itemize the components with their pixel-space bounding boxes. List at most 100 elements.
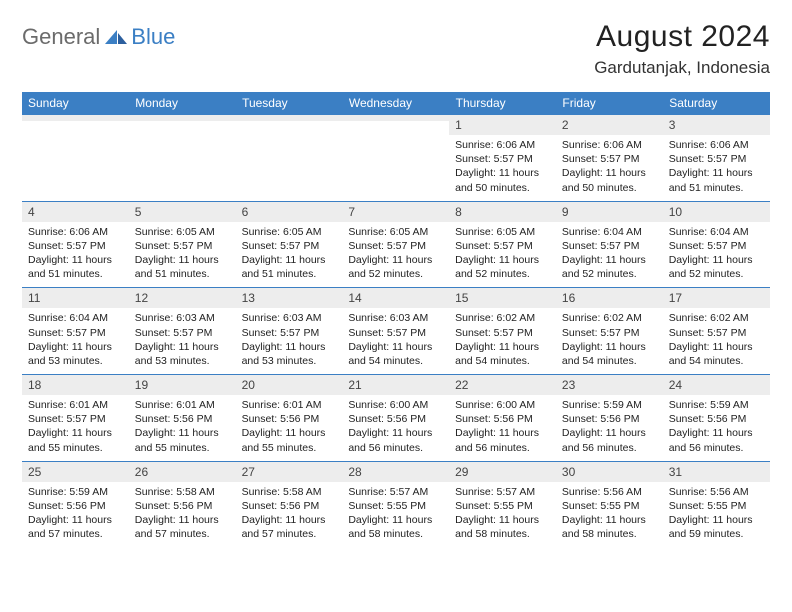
day-number: 2 <box>556 114 663 135</box>
day-number: 20 <box>236 374 343 395</box>
sunset-text: Sunset: 5:57 PM <box>348 326 443 340</box>
sunset-text: Sunset: 5:57 PM <box>28 326 123 340</box>
calendar-day-cell: 11Sunrise: 6:04 AMSunset: 5:57 PMDayligh… <box>22 287 129 374</box>
sunrise-text: Sunrise: 6:00 AM <box>455 398 550 412</box>
title-block: August 2024 Gardutanjak, Indonesia <box>594 20 770 78</box>
day-number: 16 <box>556 287 663 308</box>
day-details: Sunrise: 5:59 AMSunset: 5:56 PMDaylight:… <box>663 395 770 461</box>
calendar-day-cell: 25Sunrise: 5:59 AMSunset: 5:56 PMDayligh… <box>22 461 129 548</box>
calendar-day-cell: 26Sunrise: 5:58 AMSunset: 5:56 PMDayligh… <box>129 461 236 548</box>
day-details: Sunrise: 6:04 AMSunset: 5:57 PMDaylight:… <box>22 308 129 374</box>
brand-part2: Blue <box>131 24 175 50</box>
calendar-week-row: 1Sunrise: 6:06 AMSunset: 5:57 PMDaylight… <box>22 114 770 201</box>
day-number: 6 <box>236 201 343 222</box>
sunset-text: Sunset: 5:56 PM <box>242 499 337 513</box>
calendar-day-cell: 29Sunrise: 5:57 AMSunset: 5:55 PMDayligh… <box>449 461 556 548</box>
day-details <box>22 121 129 179</box>
calendar-day-cell: 4Sunrise: 6:06 AMSunset: 5:57 PMDaylight… <box>22 201 129 288</box>
sunrise-text: Sunrise: 6:03 AM <box>135 311 230 325</box>
sunrise-text: Sunrise: 5:59 AM <box>562 398 657 412</box>
sunrise-text: Sunrise: 5:59 AM <box>669 398 764 412</box>
page-header: General Blue August 2024 Gardutanjak, In… <box>22 20 770 78</box>
day-details: Sunrise: 6:01 AMSunset: 5:57 PMDaylight:… <box>22 395 129 461</box>
day-details <box>236 121 343 179</box>
sunrise-text: Sunrise: 6:02 AM <box>669 311 764 325</box>
day-number: 3 <box>663 114 770 135</box>
brand-sail-icon <box>103 28 129 46</box>
day-number: 19 <box>129 374 236 395</box>
daylight-text: Daylight: 11 hours and 58 minutes. <box>455 513 550 541</box>
day-number: 21 <box>342 374 449 395</box>
day-details: Sunrise: 6:06 AMSunset: 5:57 PMDaylight:… <box>449 135 556 201</box>
sunrise-text: Sunrise: 6:01 AM <box>28 398 123 412</box>
calendar-page: General Blue August 2024 Gardutanjak, In… <box>0 0 792 567</box>
day-details: Sunrise: 6:03 AMSunset: 5:57 PMDaylight:… <box>129 308 236 374</box>
sunrise-text: Sunrise: 6:06 AM <box>28 225 123 239</box>
calendar-day-cell: 12Sunrise: 6:03 AMSunset: 5:57 PMDayligh… <box>129 287 236 374</box>
day-details: Sunrise: 6:03 AMSunset: 5:57 PMDaylight:… <box>236 308 343 374</box>
brand-part1: General <box>22 24 100 50</box>
sunset-text: Sunset: 5:56 PM <box>455 412 550 426</box>
calendar-day-cell <box>22 114 129 201</box>
sunrise-text: Sunrise: 6:02 AM <box>455 311 550 325</box>
sunset-text: Sunset: 5:57 PM <box>242 239 337 253</box>
day-details: Sunrise: 6:06 AMSunset: 5:57 PMDaylight:… <box>663 135 770 201</box>
calendar-day-cell: 2Sunrise: 6:06 AMSunset: 5:57 PMDaylight… <box>556 114 663 201</box>
day-number: 14 <box>342 287 449 308</box>
day-number <box>22 114 129 121</box>
sunset-text: Sunset: 5:57 PM <box>348 239 443 253</box>
sunset-text: Sunset: 5:57 PM <box>242 326 337 340</box>
day-number: 9 <box>556 201 663 222</box>
daylight-text: Daylight: 11 hours and 57 minutes. <box>135 513 230 541</box>
day-number: 17 <box>663 287 770 308</box>
sunset-text: Sunset: 5:55 PM <box>669 499 764 513</box>
sunset-text: Sunset: 5:56 PM <box>669 412 764 426</box>
day-details: Sunrise: 6:02 AMSunset: 5:57 PMDaylight:… <box>663 308 770 374</box>
day-details: Sunrise: 6:03 AMSunset: 5:57 PMDaylight:… <box>342 308 449 374</box>
sunrise-text: Sunrise: 5:56 AM <box>669 485 764 499</box>
calendar-day-cell: 18Sunrise: 6:01 AMSunset: 5:57 PMDayligh… <box>22 374 129 461</box>
day-number: 4 <box>22 201 129 222</box>
sunrise-text: Sunrise: 5:59 AM <box>28 485 123 499</box>
sunset-text: Sunset: 5:57 PM <box>562 326 657 340</box>
sunrise-text: Sunrise: 5:57 AM <box>348 485 443 499</box>
day-details: Sunrise: 5:56 AMSunset: 5:55 PMDaylight:… <box>663 482 770 548</box>
sunrise-text: Sunrise: 6:04 AM <box>562 225 657 239</box>
sunrise-text: Sunrise: 5:58 AM <box>242 485 337 499</box>
day-number <box>129 114 236 121</box>
sunrise-text: Sunrise: 5:57 AM <box>455 485 550 499</box>
calendar-day-cell: 23Sunrise: 5:59 AMSunset: 5:56 PMDayligh… <box>556 374 663 461</box>
calendar-day-cell: 16Sunrise: 6:02 AMSunset: 5:57 PMDayligh… <box>556 287 663 374</box>
day-number: 24 <box>663 374 770 395</box>
sunrise-text: Sunrise: 6:00 AM <box>348 398 443 412</box>
sunrise-text: Sunrise: 6:06 AM <box>455 138 550 152</box>
day-number: 28 <box>342 461 449 482</box>
daylight-text: Daylight: 11 hours and 51 minutes. <box>135 253 230 281</box>
day-details: Sunrise: 5:59 AMSunset: 5:56 PMDaylight:… <box>556 395 663 461</box>
calendar-day-cell: 20Sunrise: 6:01 AMSunset: 5:56 PMDayligh… <box>236 374 343 461</box>
day-details: Sunrise: 6:05 AMSunset: 5:57 PMDaylight:… <box>236 222 343 288</box>
day-details <box>342 121 449 179</box>
day-details: Sunrise: 6:02 AMSunset: 5:57 PMDaylight:… <box>556 308 663 374</box>
day-number: 27 <box>236 461 343 482</box>
sunrise-text: Sunrise: 5:58 AM <box>135 485 230 499</box>
day-details: Sunrise: 6:02 AMSunset: 5:57 PMDaylight:… <box>449 308 556 374</box>
day-number: 31 <box>663 461 770 482</box>
sunset-text: Sunset: 5:56 PM <box>242 412 337 426</box>
daylight-text: Daylight: 11 hours and 56 minutes. <box>455 426 550 454</box>
sunset-text: Sunset: 5:57 PM <box>669 326 764 340</box>
calendar-grid: Sunday Monday Tuesday Wednesday Thursday… <box>22 92 770 547</box>
daylight-text: Daylight: 11 hours and 51 minutes. <box>242 253 337 281</box>
day-details: Sunrise: 5:57 AMSunset: 5:55 PMDaylight:… <box>449 482 556 548</box>
day-header: Friday <box>556 92 663 114</box>
calendar-day-cell: 14Sunrise: 6:03 AMSunset: 5:57 PMDayligh… <box>342 287 449 374</box>
calendar-day-cell: 10Sunrise: 6:04 AMSunset: 5:57 PMDayligh… <box>663 201 770 288</box>
calendar-day-cell: 30Sunrise: 5:56 AMSunset: 5:55 PMDayligh… <box>556 461 663 548</box>
day-number: 29 <box>449 461 556 482</box>
day-number: 5 <box>129 201 236 222</box>
day-number: 15 <box>449 287 556 308</box>
day-number: 10 <box>663 201 770 222</box>
calendar-day-cell: 19Sunrise: 6:01 AMSunset: 5:56 PMDayligh… <box>129 374 236 461</box>
daylight-text: Daylight: 11 hours and 50 minutes. <box>455 166 550 194</box>
sunset-text: Sunset: 5:56 PM <box>562 412 657 426</box>
